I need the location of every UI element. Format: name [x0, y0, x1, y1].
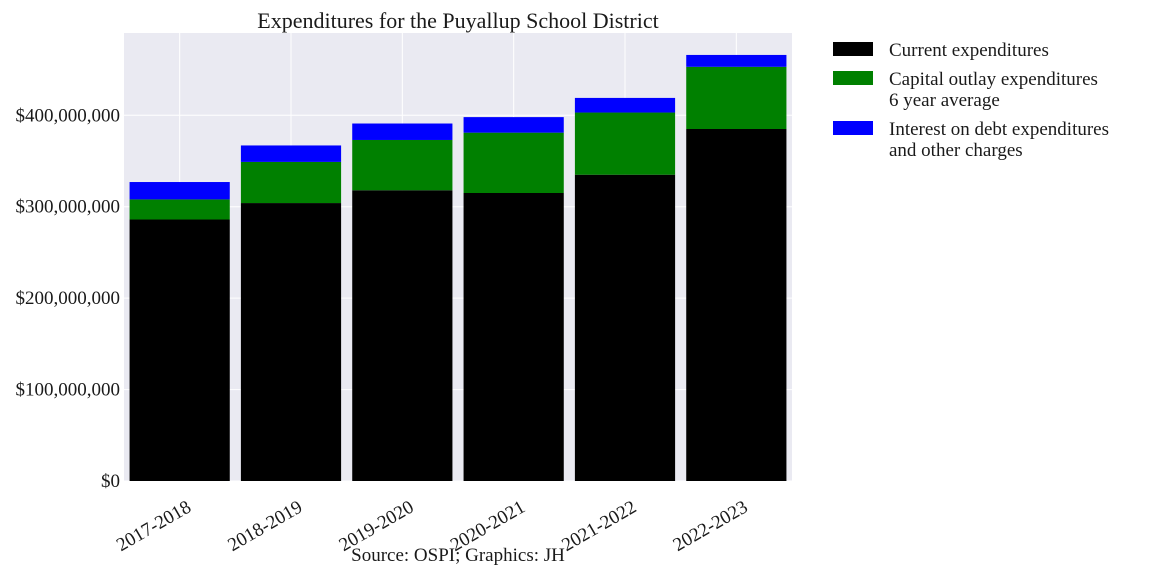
bar-segment-series-1	[686, 66, 787, 129]
bar-segment-series-1	[463, 132, 564, 193]
bar-segment-series-1	[240, 161, 342, 204]
y-tick-label: $100,000,000	[16, 380, 121, 401]
x-tick-label: 2018-2019	[224, 497, 306, 556]
bar-segment-series-2	[574, 97, 676, 113]
legend-swatch	[833, 42, 873, 56]
bar-segment-series-0	[574, 174, 676, 481]
bar-segment-series-2	[686, 54, 787, 67]
legend-label: Current expenditures	[889, 40, 1049, 61]
chart-source: Source: OSPI; Graphics: JH	[351, 545, 565, 566]
bar-segment-series-2	[240, 145, 342, 162]
bar-segment-series-1	[129, 199, 230, 220]
legend-label: Capital outlay expenditures 6 year averag…	[889, 69, 1098, 111]
y-axis: $0 $100,000,000 $200,000,000 $300,000,000 $4…	[16, 105, 121, 492]
bar-segment-series-2	[463, 117, 564, 133]
bar-segment-series-0	[463, 193, 564, 481]
y-tick-label: $300,000,000	[16, 197, 121, 218]
legend-swatch	[833, 121, 873, 135]
bar-segment-series-2	[352, 123, 453, 140]
y-tick-label: $200,000,000	[16, 288, 121, 309]
x-tick-label: 2021-2022	[558, 497, 640, 556]
y-tick-label: $0	[101, 471, 120, 492]
bars	[129, 54, 787, 482]
bar-segment-series-0	[129, 219, 230, 481]
bar-segment-series-1	[352, 139, 453, 191]
legend-swatch	[833, 71, 873, 85]
bar-segment-series-0	[352, 190, 453, 481]
bar-segment-series-0	[686, 129, 787, 481]
x-tick-label: 2022-2023	[670, 497, 752, 556]
legend: Current expenditures Capital outlay expen…	[833, 40, 1109, 161]
bar-segment-series-2	[129, 182, 230, 200]
y-tick-label: $400,000,000	[16, 105, 121, 126]
chart-title: Expenditures for the Puyallup School Dis…	[257, 8, 658, 33]
bar-segment-series-1	[574, 112, 676, 175]
x-tick-label: 2017-2018	[113, 497, 195, 556]
bar-segment-series-0	[240, 203, 342, 482]
plot-background	[124, 33, 792, 481]
legend-label: Interest on debt expenditures and other c…	[889, 119, 1109, 161]
